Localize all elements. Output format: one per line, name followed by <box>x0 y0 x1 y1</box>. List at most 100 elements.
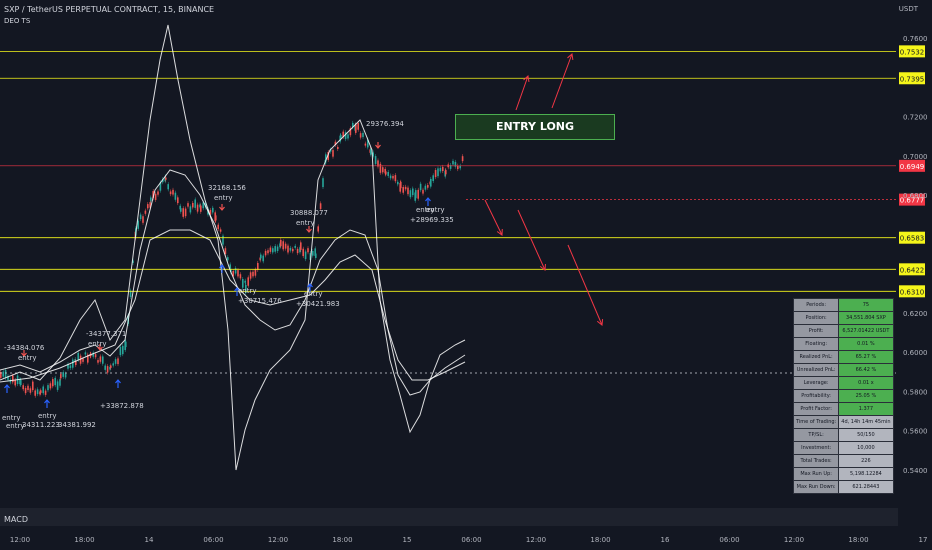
candle-body <box>415 190 417 199</box>
stats-value: 66.42 % <box>838 363 894 377</box>
candle-body <box>319 203 322 209</box>
stats-row: Time of Trading: 4d, 14h 14m 45min <box>792 415 894 429</box>
candle-body <box>317 226 319 232</box>
macd-pane-label: MACD <box>4 515 28 524</box>
candle-body <box>292 248 294 252</box>
candle-body <box>312 250 314 256</box>
candle-body <box>157 191 159 195</box>
candle-body <box>180 208 182 212</box>
symbol-title: SXP / TetherUS PERPETUAL CONTRACT, 15, B… <box>4 5 215 14</box>
candle-body <box>32 381 34 391</box>
entry-arrow-head <box>234 287 240 292</box>
candle-body <box>237 270 239 277</box>
candle-body <box>347 134 349 139</box>
x-tick-label: 18:00 <box>848 536 868 544</box>
stats-value: 6,527.01422 USDT <box>838 324 894 338</box>
candle-body <box>445 169 447 175</box>
candle-body <box>334 141 337 145</box>
candle-body <box>327 152 329 160</box>
candle-body <box>232 270 234 277</box>
levels-group: 0.7532 0.7395 0.6949 0.6777 0.6583 0.6422 0.63… <box>0 45 925 374</box>
candle-body <box>315 253 317 258</box>
candle-body <box>47 385 49 391</box>
candle-body <box>370 148 372 155</box>
stats-value: 0.01 x <box>838 376 894 390</box>
candle-body <box>109 367 111 370</box>
forecast-arrows <box>4 53 604 408</box>
candle-body <box>300 242 302 250</box>
candle-body <box>230 268 232 273</box>
exit-arrow-head <box>306 228 312 233</box>
stats-value: 5,198.12284 <box>838 467 894 481</box>
candle-body <box>165 177 167 180</box>
candle-body <box>417 189 419 199</box>
x-tick-label: 15 <box>403 536 412 544</box>
candle-body <box>282 241 284 250</box>
candle-body <box>182 208 184 217</box>
candle-body <box>169 191 172 195</box>
candle-body <box>162 179 164 183</box>
candle-body <box>276 246 279 252</box>
candle-body <box>422 189 424 194</box>
candle-body <box>139 214 142 220</box>
level-tag <box>899 231 925 244</box>
forecast-up-arrow <box>551 53 573 109</box>
candle-body <box>252 271 254 277</box>
candle-body <box>64 373 67 378</box>
axis-unit: USDT <box>898 5 918 13</box>
candle-body <box>117 358 119 365</box>
stats-row: Position: 34,551.804 SXP <box>792 311 894 325</box>
candle-body <box>132 260 134 263</box>
candle-body <box>29 388 32 393</box>
x-tick-label: 12:00 <box>10 536 30 544</box>
candle-body <box>242 279 244 288</box>
candle-body <box>342 131 344 138</box>
candle-body <box>119 346 122 356</box>
y-tick-label: 0.7000 <box>903 153 928 161</box>
level-tag <box>899 285 925 298</box>
candle-body <box>110 365 112 368</box>
stats-row: Realized PnL: 65.27 % <box>792 350 894 364</box>
stats-key: Leverage: <box>792 376 840 390</box>
candle-body <box>257 262 259 270</box>
indicator-name: DEO TS <box>4 17 31 25</box>
stats-value: 50/150 <box>838 428 894 442</box>
candle-body <box>36 389 39 395</box>
candle-body <box>239 274 242 279</box>
entry-arrow-head <box>219 264 225 269</box>
trade-annotation: entry <box>6 422 25 430</box>
forecast-down-arrow-head <box>539 263 546 271</box>
candle-body <box>437 168 439 177</box>
candle-body <box>159 182 162 191</box>
candle-body <box>72 359 74 368</box>
y-tick-label: 0.5800 <box>903 388 928 396</box>
candle-body <box>22 385 24 390</box>
candle-body <box>392 175 394 179</box>
candle-body <box>75 361 77 366</box>
candle-body <box>54 377 56 386</box>
trade-annotation: entry <box>238 287 257 295</box>
candle-body <box>0 371 2 378</box>
candle-body <box>154 193 157 200</box>
candle-body <box>424 185 427 190</box>
candle-body <box>284 243 287 249</box>
y-tick-label: 0.5600 <box>903 428 928 436</box>
candle-body <box>314 248 316 256</box>
candle-body <box>289 247 292 251</box>
stats-row: Periods: 75 <box>792 298 894 312</box>
candle-body <box>52 379 54 387</box>
x-tick-label: 16 <box>661 536 670 544</box>
level-tag-label: 0.6583 <box>900 235 925 243</box>
trade-annotation: +30421.983 <box>296 300 340 308</box>
candle-body <box>39 391 41 395</box>
candle-body <box>404 186 407 190</box>
candle-body <box>362 132 364 138</box>
x-tick-label: 12:00 <box>784 536 804 544</box>
candle-body <box>82 358 84 362</box>
candle-body <box>459 165 461 169</box>
candle-body <box>332 150 334 157</box>
x-tick-label: 18:00 <box>74 536 94 544</box>
stats-value: 75 <box>838 298 894 312</box>
stats-row: Max Run Up: 5,198.12284 <box>792 467 894 481</box>
